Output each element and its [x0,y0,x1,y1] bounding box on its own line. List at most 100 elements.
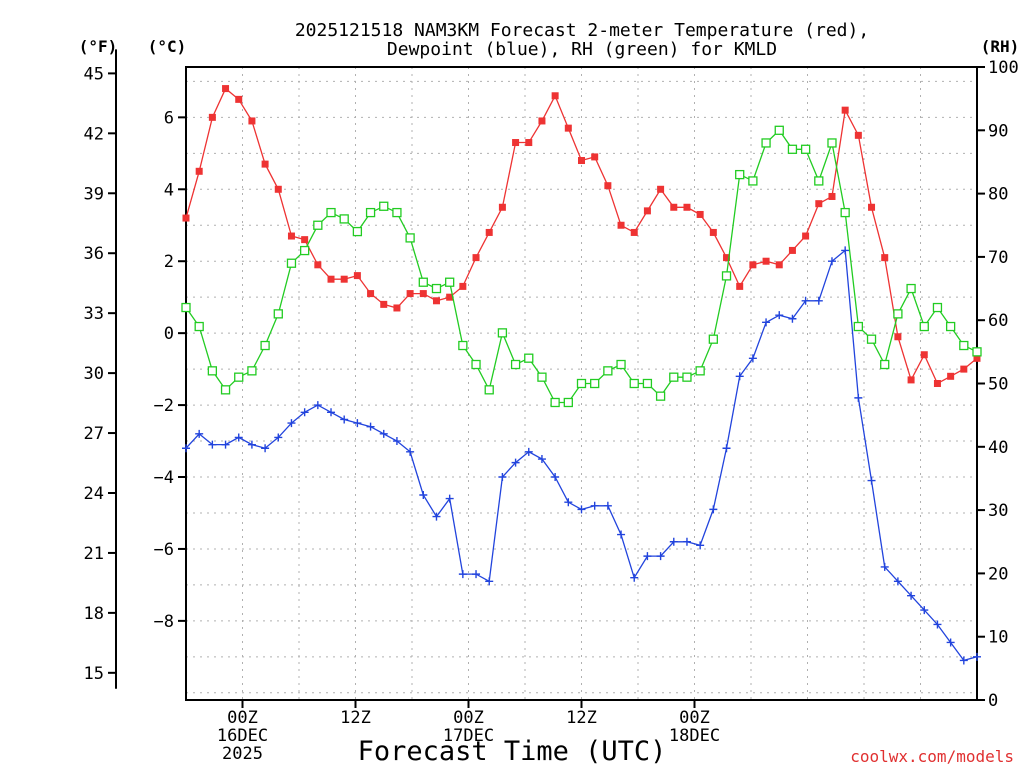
dewpoint-point [485,577,494,586]
fahrenheit-tick-label: 36 [84,244,104,264]
dewpoint-point [603,501,612,510]
temperature-point [854,131,862,139]
rh-point [880,359,890,370]
celsius-tick-label: −2 [154,396,174,416]
rh-point [972,347,982,357]
temperature-point [393,304,401,312]
temperature-point [973,354,981,362]
temperature-point [538,117,546,125]
fahrenheit-tick-label: 39 [84,184,104,204]
rh-point [669,372,679,382]
temperature-point [564,124,572,132]
temperature-point [459,282,467,290]
rh-point [484,385,494,395]
rh-point [524,353,534,363]
temperature-point [406,290,414,298]
temperature-point [696,210,704,218]
temperature-point [749,261,757,269]
temperature-point [274,185,282,193]
rh-tick-label: 40 [988,438,1008,458]
x-tick-label: 00Z [227,708,258,728]
temperature-point [683,203,691,211]
dewpoint-point [524,447,533,456]
temperature-point [222,85,230,93]
x-tick-label: 17DEC [443,726,494,746]
dewpoint-series [182,246,981,665]
temperature-point [643,207,651,215]
rh-point [379,201,389,211]
dewpoint-point [234,433,243,442]
temperature-point [815,200,823,208]
x-tick-label: 16DEC [217,726,268,746]
rh-point [761,138,771,148]
dewpoint-point [775,311,784,320]
temperature-point [314,261,322,269]
celsius-tick-label: 0 [164,324,174,344]
rh-point [655,391,666,401]
dewpoint-point [551,473,560,482]
rh-point [339,214,349,224]
dewpoint-point [406,447,415,456]
celsius-tick-label: 4 [164,180,174,200]
temperature-series [182,85,981,387]
dewpoint-point [313,401,322,410]
dewpoint-point [735,372,744,381]
temperature-point [472,254,480,262]
dewpoint-point [867,476,876,485]
celsius-tick-label: −4 [154,468,174,488]
temperature-point [762,257,770,265]
temperature-point [802,232,810,240]
series-layer [181,85,982,665]
fahrenheit-tick-label: 21 [84,544,104,564]
x-tick-label: 18DEC [669,726,720,746]
celsius-tick-label: −8 [154,612,174,632]
dewpoint-point [973,652,981,661]
rh-point [919,321,929,332]
dewpoint-point [432,512,441,521]
rh-point [774,125,784,135]
x-tick-label: 2025 [222,744,263,764]
rh-tick-label: 90 [988,121,1008,141]
rh-point [550,397,560,408]
rh-point [853,321,863,332]
temperature-point [208,113,216,121]
tick-labels: 1518212427303336394245−8−6−4−20246010203… [84,58,1019,764]
dewpoint-point [854,393,863,402]
dewpoint-point [841,246,850,255]
dewpoint-point [946,638,955,647]
rh-point [748,176,758,186]
axes [108,49,985,708]
rh-point [827,138,837,148]
temperature-point [301,236,309,244]
rh-tick-label: 30 [988,501,1008,521]
rh-point [945,321,956,332]
dewpoint-point [590,501,599,510]
temperature-point [367,290,375,298]
dewpoint-point [669,537,678,546]
dewpoint-point [827,257,836,266]
rh-point [313,220,323,230]
dewpoint-point [221,440,230,449]
dewpoint-point [182,444,190,453]
rh-point [471,359,481,370]
dewpoint-point [801,296,810,305]
temperature-point [182,214,190,222]
rh-point [445,277,455,287]
fahrenheit-tick-label: 27 [84,424,104,444]
temperature-point [947,372,955,380]
dewpoint-point [511,458,520,467]
rh-point [392,207,402,218]
temperature-point [920,351,928,359]
temperature-point [551,92,559,100]
temperature-point [327,275,335,283]
dewpoint-point [195,429,204,438]
rh-point [220,385,231,395]
dewpoint-point [208,440,217,449]
dewpoint-point [762,318,771,327]
celsius-tick-label: −6 [154,540,174,560]
temperature-point [604,182,612,190]
rh-point [510,359,521,370]
dewpoint-point [247,440,256,449]
rh-point [787,144,798,154]
